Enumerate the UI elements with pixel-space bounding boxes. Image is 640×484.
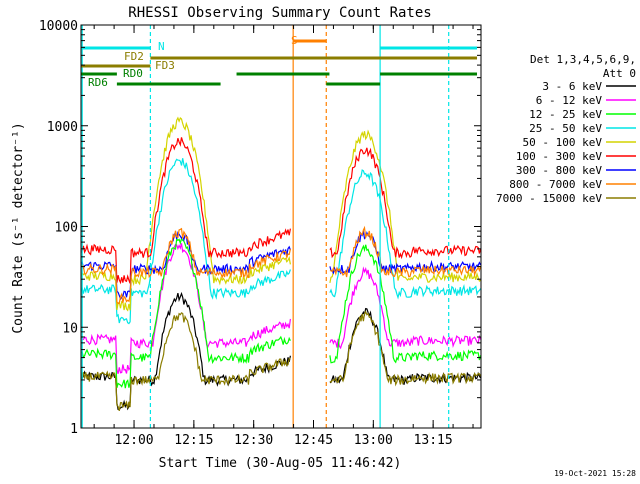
legend-label: 100 - 300 keV xyxy=(516,150,602,163)
x-axis-label: Start Time (30-Aug-05 11:46:42) xyxy=(159,456,402,471)
legend-label: 800 - 7000 keV xyxy=(509,178,602,191)
flag-label-fd2: FD2 xyxy=(124,50,144,63)
series-line-100-300keV xyxy=(329,147,482,260)
series-line-800-7000keV xyxy=(329,225,482,278)
legend-label: 25 - 50 keV xyxy=(529,122,602,135)
flag-label-s: S xyxy=(291,34,298,47)
x-tick-label: 12:30 xyxy=(234,433,273,448)
legend-header-line-2: Att 0 xyxy=(603,67,636,80)
axes: 1 10 100 1000 10000 12:00 12:15 12:30 12:45 13:00… xyxy=(39,19,482,448)
x-tick-label: 12:00 xyxy=(114,433,153,448)
y-tick-label: 10000 xyxy=(39,19,78,34)
series-line-100-300keV xyxy=(80,137,291,285)
y-axis-label: Count Rate (s⁻¹ detector⁻¹) xyxy=(11,122,26,333)
series-line-7000-15000keV xyxy=(329,310,482,387)
legend-label: 300 - 800 keV xyxy=(516,164,602,177)
flag-label-rd6: RD6 xyxy=(88,76,108,89)
x-tick-label: 13:15 xyxy=(414,433,453,448)
footer-date: 19-Oct-2021 15:28 xyxy=(554,469,636,478)
flag-label-rd0: RD0 xyxy=(123,67,143,80)
y-tick-label: 1000 xyxy=(47,120,78,135)
legend-label: 3 - 6 keV xyxy=(542,80,602,93)
legend-label: 12 - 25 keV xyxy=(529,108,602,121)
y-tick-label: 100 xyxy=(55,221,78,236)
chart-title: RHESSI Observing Summary Count Rates xyxy=(128,5,431,21)
series-line-25-50keV xyxy=(329,169,482,300)
legend-header-line-1: Det 1,3,4,5,6,9, xyxy=(530,53,636,66)
legend-label: 50 - 100 keV xyxy=(523,136,603,149)
series-line-7000-15000keV xyxy=(80,312,291,412)
y-tick-label: 10 xyxy=(62,321,78,336)
flag-label-fd3: FD3 xyxy=(155,59,175,72)
series-line-50-100keV xyxy=(329,129,481,284)
series-line-6-12keV xyxy=(80,243,291,374)
x-tick-label: 13:00 xyxy=(354,433,393,448)
x-tick-label: 12:15 xyxy=(174,433,213,448)
series-line-300-800keV xyxy=(329,229,482,275)
legend-label: 7000 - 15000 keV xyxy=(496,192,602,205)
x-tick-label: 12:45 xyxy=(294,433,333,448)
series-line-12-25keV xyxy=(329,244,482,364)
series-line-800-7000keV xyxy=(80,227,291,305)
flag-label-n: N xyxy=(158,40,165,53)
y-tick-label: 1 xyxy=(70,422,78,437)
series-line-12-25keV xyxy=(80,237,291,389)
plot-area: N FD2 FD3 RD0 RD6 S xyxy=(80,25,482,428)
series-line-6-12keV xyxy=(329,266,482,350)
legend-label: 6 - 12 keV xyxy=(536,94,603,107)
